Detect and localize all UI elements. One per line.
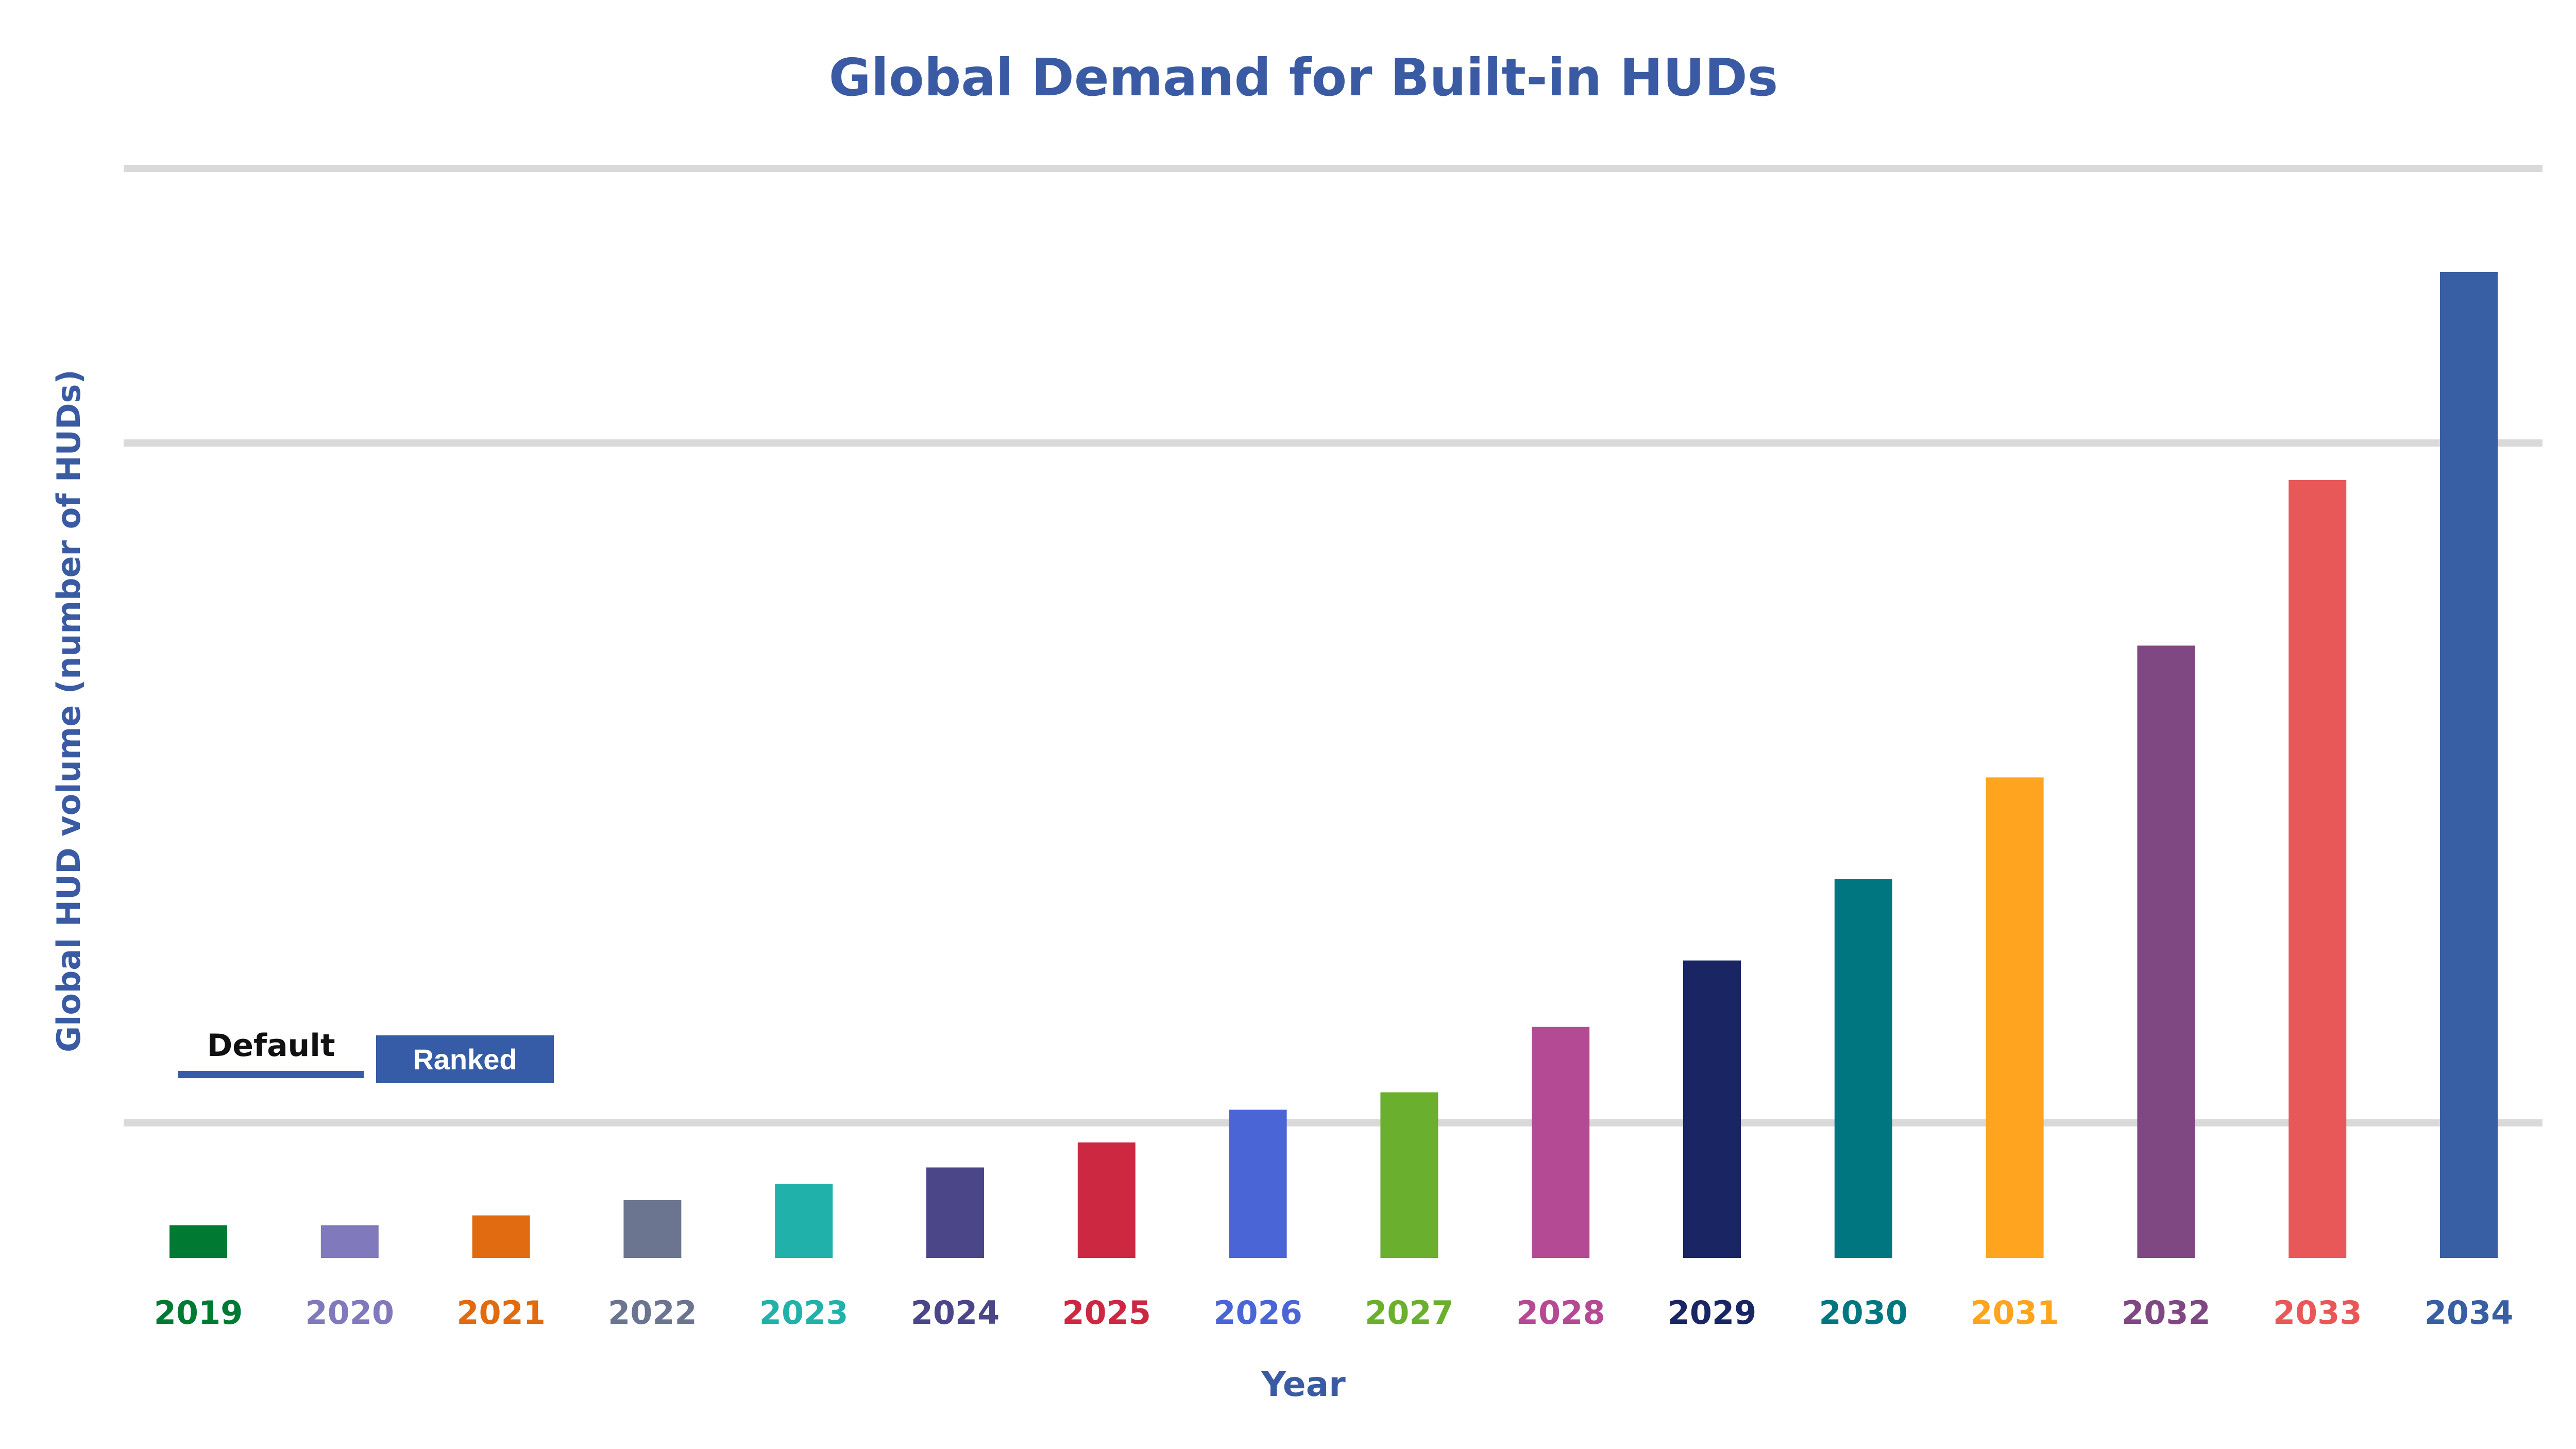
default-order-toggle[interactable]: Default xyxy=(178,1028,364,1078)
y-axis-title: Global HUD volume (number of HUDs) xyxy=(50,369,88,1052)
bar-2022 xyxy=(623,1200,682,1258)
x-tick-label: 2028 xyxy=(1516,1294,1605,1332)
bar-2027 xyxy=(1380,1092,1438,1258)
x-tick-label: 2019 xyxy=(154,1294,243,1332)
bar-2023 xyxy=(775,1184,833,1258)
bar-2028 xyxy=(1532,1027,1590,1258)
x-tick-label: 2034 xyxy=(2425,1294,2514,1332)
x-tick-label: 2031 xyxy=(1970,1294,2059,1332)
x-tick-label: 2023 xyxy=(759,1294,849,1332)
x-tick-label: 2032 xyxy=(2122,1294,2211,1332)
bar-2019 xyxy=(170,1225,227,1258)
x-tick-label: 2024 xyxy=(911,1294,1000,1332)
x-tick-label: 2029 xyxy=(1668,1294,1757,1332)
chart-title: Global Demand for Built-in HUDs xyxy=(829,47,1778,108)
bar-2032 xyxy=(2137,645,2195,1258)
bar-2031 xyxy=(1986,777,2044,1258)
x-tick-label: 2027 xyxy=(1365,1294,1454,1332)
bar-2020 xyxy=(320,1225,379,1258)
x-tick-label: 2033 xyxy=(2273,1294,2362,1332)
bar-2030 xyxy=(1834,878,1892,1258)
x-tick-label: 2030 xyxy=(1819,1294,1908,1332)
bar-2034 xyxy=(2440,271,2498,1258)
x-tick-label: 2021 xyxy=(456,1294,546,1332)
x-tick-label: 2020 xyxy=(306,1294,395,1332)
bar-2024 xyxy=(926,1167,984,1258)
bar-2033 xyxy=(2289,480,2347,1258)
bar-2021 xyxy=(472,1215,530,1258)
bar-2029 xyxy=(1683,960,1741,1258)
x-tick-label: 2026 xyxy=(1213,1294,1302,1332)
bars xyxy=(170,271,2498,1258)
ranked-order-button[interactable]: Ranked xyxy=(376,1035,554,1083)
x-tick-label: 2022 xyxy=(608,1294,697,1332)
bar-2026 xyxy=(1229,1110,1287,1258)
x-tick-labels: 2019 2020 2021 2022 2023 2024 2025 2026 2027 2028… xyxy=(154,1294,2514,1332)
x-axis-title: Year xyxy=(1261,1365,1346,1404)
x-tick-label: 2025 xyxy=(1062,1294,1151,1332)
bar-2025 xyxy=(1077,1142,1136,1258)
